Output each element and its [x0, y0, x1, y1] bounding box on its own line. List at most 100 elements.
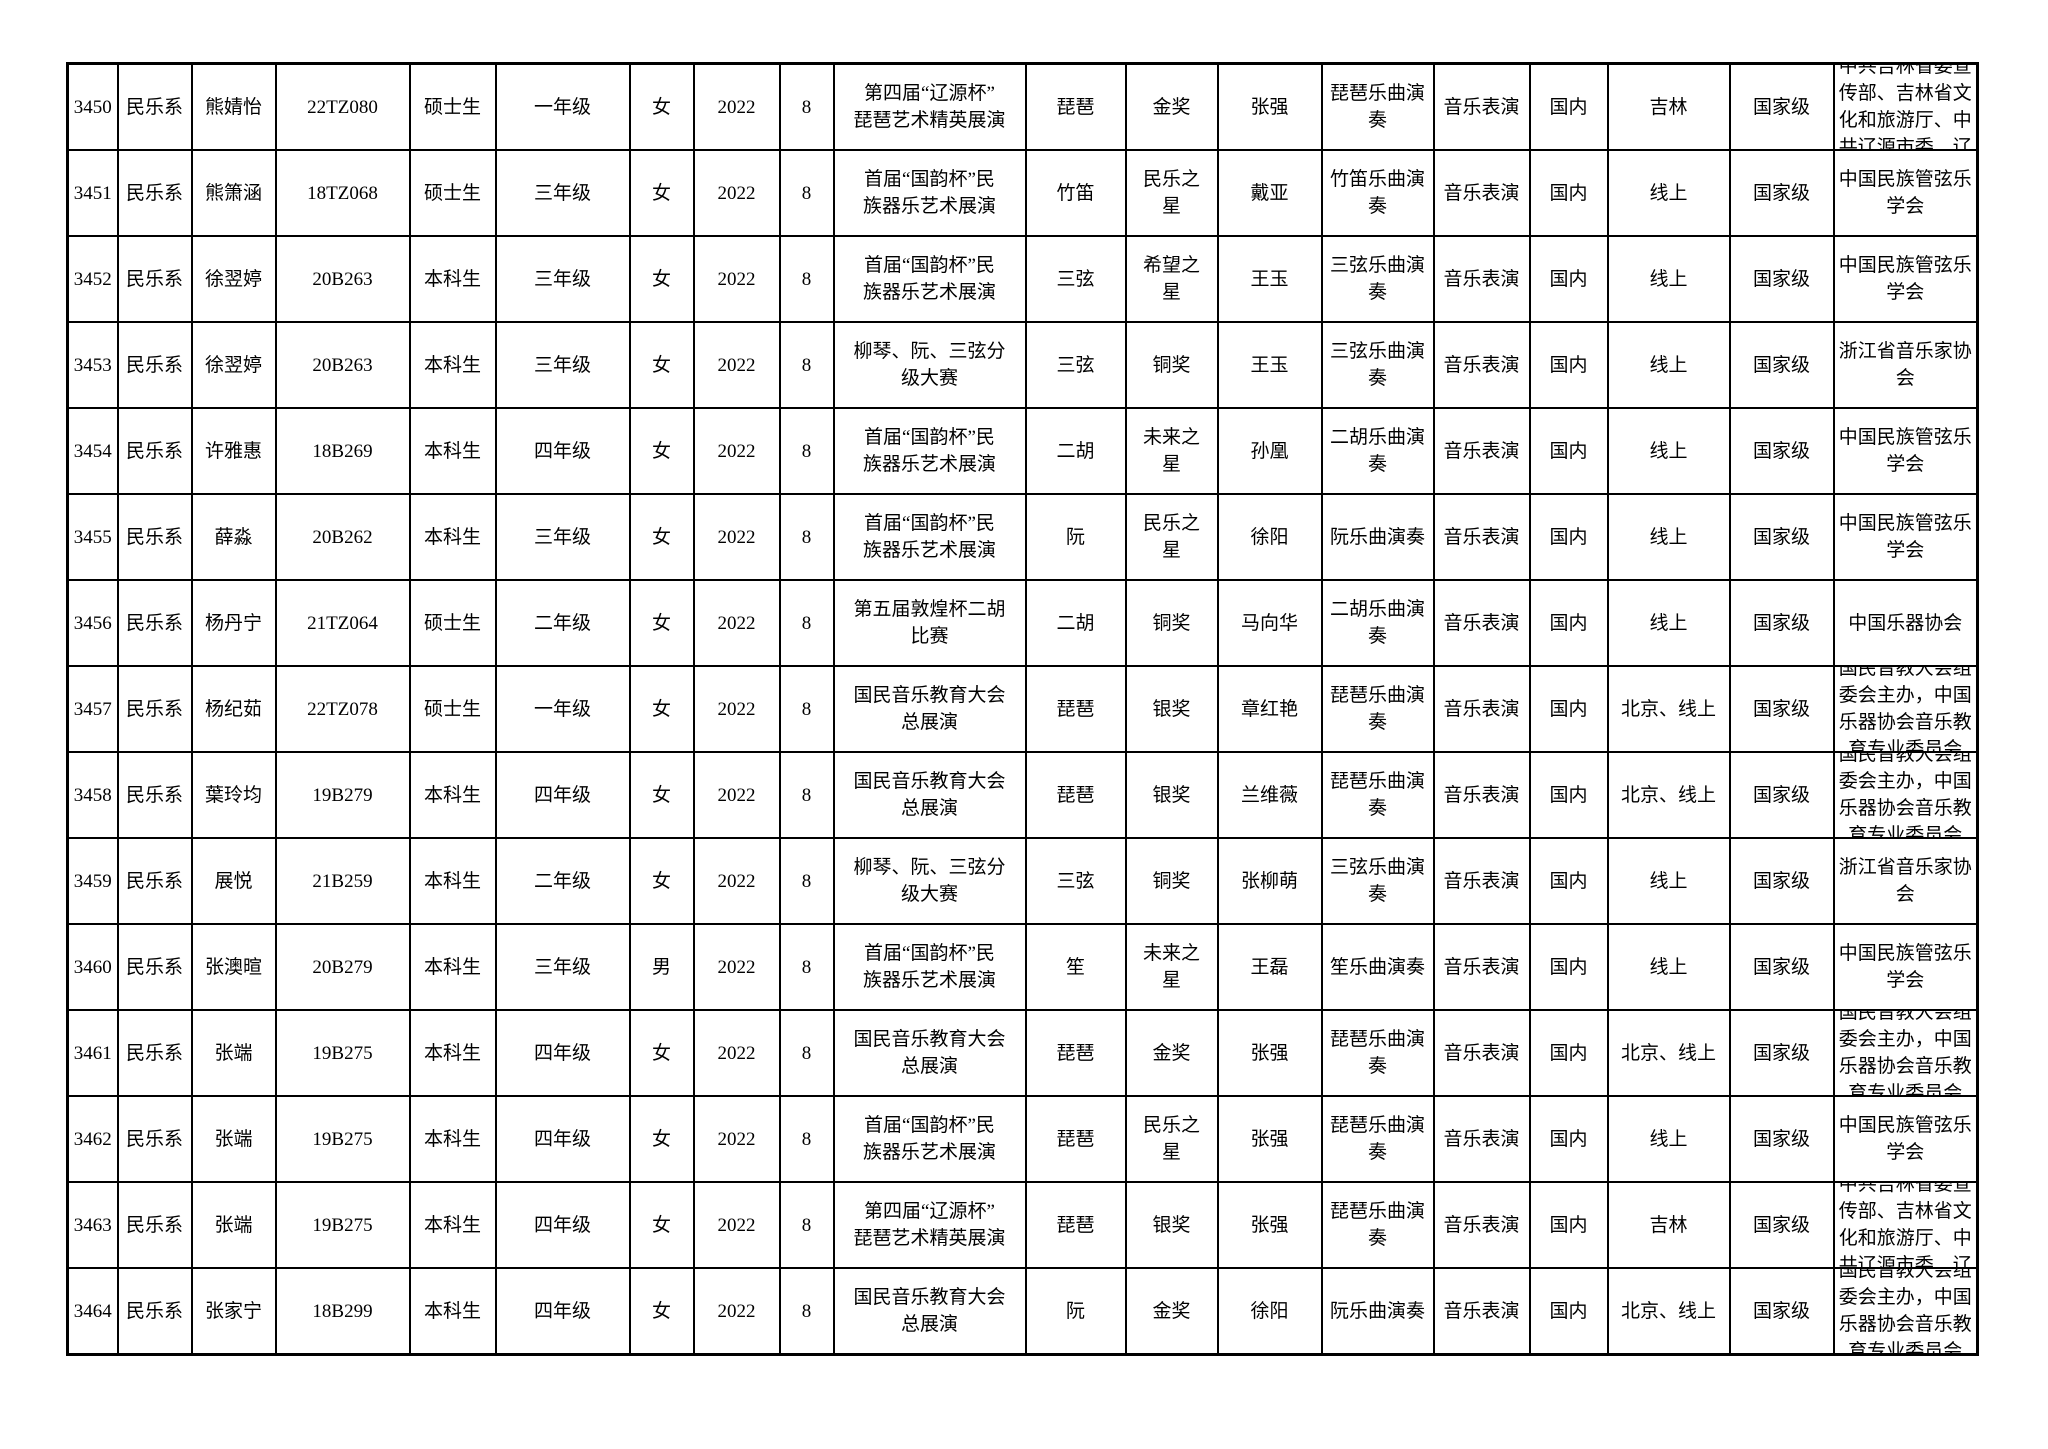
cell-prize: 金奖	[1124, 1009, 1219, 1097]
cell-text: 柳琴、阮、三弦分 级大赛	[853, 341, 1006, 389]
cell-text: 线上	[1649, 182, 1688, 204]
cell-grade: 三年级	[494, 149, 631, 237]
cell-text: 国内	[1549, 354, 1588, 376]
cell-perf_type: 音乐表演	[1432, 579, 1531, 667]
cell-scope: 国内	[1528, 837, 1609, 925]
cell-text: 中国民族管弦乐 学会	[1838, 513, 1972, 561]
cell-text: 张强	[1250, 1128, 1289, 1150]
cell-text: 2022	[717, 1042, 756, 1064]
cell-year: 2022	[692, 321, 781, 409]
cell-text: 本科生	[423, 526, 481, 548]
cell-text: 国家级	[1752, 784, 1810, 806]
cell-text: 国民音乐教育大会 总展演	[853, 1287, 1006, 1335]
cell-gender: 女	[628, 579, 695, 667]
cell-text: 金奖	[1152, 96, 1191, 118]
cell-gender: 女	[628, 235, 695, 323]
cell-name: 徐翌婷	[190, 321, 277, 409]
cell-gender: 女	[628, 407, 695, 495]
cell-text: 8	[801, 96, 812, 118]
cell-perf_type: 音乐表演	[1432, 493, 1531, 581]
cell-text: 民乐之 星	[1142, 169, 1200, 217]
cell-text: 线上	[1649, 956, 1688, 978]
cell-text: 首届“国韵杯”民 族器乐艺术展演	[862, 513, 996, 561]
cell-text: 中国民族管弦乐 学会	[1838, 427, 1972, 475]
cell-text: 女	[651, 268, 671, 290]
cell-level: 国家级	[1728, 579, 1835, 667]
table-row: 3460 民乐系 张澳暄 20B279 本科生 三年级 男 2022 8 首届“国韵杯”民 族器乐…	[66, 923, 1979, 1011]
cell-year: 2022	[692, 751, 781, 839]
cell-text: 本科生	[423, 1128, 481, 1150]
cell-month: 8	[778, 579, 835, 667]
cell-dept: 民乐系	[116, 1267, 193, 1356]
cell-instrument: 琵琶	[1024, 1181, 1127, 1269]
cell-id: 3463	[66, 1181, 119, 1269]
cell-text: 2022	[717, 784, 756, 806]
cell-grade: 四年级	[494, 751, 631, 839]
cell-text: 民乐系	[125, 354, 183, 376]
cell-student_id: 19B275	[274, 1009, 411, 1097]
cell-text: 民乐系	[125, 268, 183, 290]
cell-org: 浙江省音乐家协 会	[1832, 321, 1979, 409]
cell-prize: 银奖	[1124, 665, 1219, 753]
cell-month: 8	[778, 1181, 835, 1269]
cell-text: 浙江省音乐家协 会	[1838, 857, 1972, 905]
cell-teacher: 孙凰	[1216, 407, 1323, 495]
cell-text: 银奖	[1152, 1214, 1191, 1236]
cell-text: 2022	[717, 526, 756, 548]
cell-text: 音乐表演	[1443, 440, 1520, 462]
cell-text: 本科生	[423, 440, 481, 462]
cell-text: 3455	[73, 526, 112, 548]
cell-text: 3454	[73, 440, 112, 462]
cell-text: 8	[801, 268, 812, 290]
cell-name: 薛淼	[190, 493, 277, 581]
cell-text: 首届“国韵杯”民 族器乐艺术展演	[862, 1115, 996, 1163]
cell-teacher: 张强	[1216, 1009, 1323, 1097]
cell-location: 线上	[1606, 321, 1731, 409]
cell-location: 线上	[1606, 837, 1731, 925]
cell-location: 北京、线上	[1606, 751, 1731, 839]
cell-text: 四年级	[533, 1300, 591, 1322]
cell-piece: 二胡乐曲演 奏	[1320, 579, 1435, 667]
cell-text: 琵琶	[1056, 784, 1095, 806]
cell-gender: 女	[628, 321, 695, 409]
cell-text: 18B269	[312, 440, 373, 462]
cell-text: 银奖	[1152, 784, 1191, 806]
cell-prize: 未来之 星	[1124, 923, 1219, 1011]
cell-prize: 金奖	[1124, 62, 1219, 151]
cell-month: 8	[778, 837, 835, 925]
cell-level: 国家级	[1728, 1181, 1835, 1269]
cell-level: 国家级	[1728, 837, 1835, 925]
cell-text: 3458	[73, 784, 112, 806]
cell-text: 音乐表演	[1443, 182, 1520, 204]
cell-text: 希望之 星	[1142, 255, 1200, 303]
cell-instrument: 琵琶	[1024, 665, 1127, 753]
cell-student_id: 21TZ064	[274, 579, 411, 667]
cell-text: 浙江省音乐家协 会	[1838, 341, 1972, 389]
cell-award_name: 国民音乐教育大会 总展演	[832, 665, 1027, 753]
cell-perf_type: 音乐表演	[1432, 1095, 1531, 1183]
cell-text: 线上	[1649, 870, 1688, 892]
cell-piece: 琵琶乐曲演 奏	[1320, 1181, 1435, 1269]
cell-text: 三年级	[533, 526, 591, 548]
cell-piece: 阮乐曲演奏	[1320, 1267, 1435, 1356]
cell-text: 琵琶乐曲演 奏	[1329, 1029, 1425, 1077]
table-row: 3451 民乐系 熊箫涵 18TZ068 硕士生 三年级 女 2022 8 首届“国韵杯”民 族器…	[66, 149, 1979, 237]
cell-text: 竹笛乐曲演 奏	[1329, 169, 1425, 217]
cell-text: 国家级	[1752, 268, 1810, 290]
cell-text: 19B275	[312, 1042, 373, 1064]
cell-text: 民乐系	[125, 956, 183, 978]
cell-text: 国内	[1549, 526, 1588, 548]
cell-perf_type: 音乐表演	[1432, 923, 1531, 1011]
cell-text: 徐阳	[1250, 526, 1289, 548]
cell-award_name: 首届“国韵杯”民 族器乐艺术展演	[832, 149, 1027, 237]
cell-month: 8	[778, 1267, 835, 1356]
cell-text: 8	[801, 956, 812, 978]
cell-piece: 三弦乐曲演 奏	[1320, 837, 1435, 925]
cell-degree: 本科生	[408, 321, 497, 409]
cell-text: 王玉	[1250, 268, 1289, 290]
cell-location: 线上	[1606, 579, 1731, 667]
cell-degree: 本科生	[408, 235, 497, 323]
cell-text: 四年级	[533, 1214, 591, 1236]
cell-text: 中共吉林省委宣 传部、吉林省文 化和旅游厅、中 共辽源市委、辽	[1838, 1183, 1972, 1267]
cell-text: 女	[651, 698, 671, 720]
